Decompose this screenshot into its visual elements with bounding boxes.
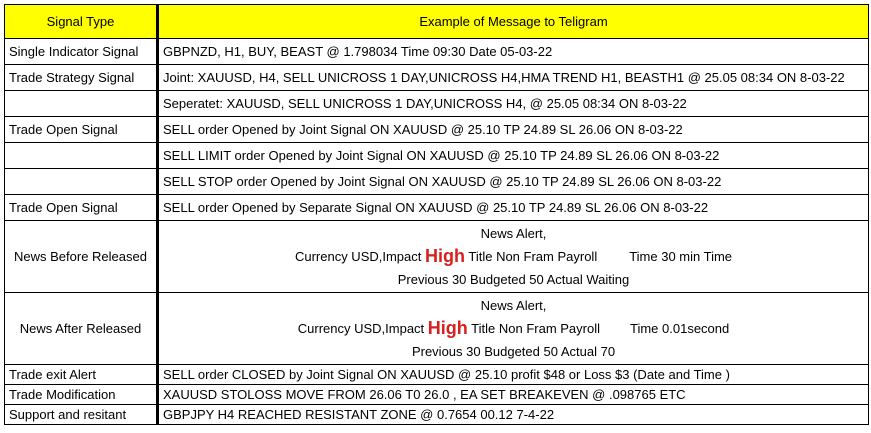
message-cell: XAUUSD STOLOSS MOVE FROM 26.06 T0 26.0 ,… (157, 384, 869, 405)
impact-high-label: High (425, 246, 465, 266)
news-time-text: Time 30 min Time (629, 249, 733, 264)
news-detail-line: Currency USD,Impact High Title Non Fram … (163, 317, 864, 340)
news-time-text: Time 0.01second (630, 321, 730, 336)
table-row: Seperatet: XAUUSD, SELL UNICROSS 1 DAY,U… (4, 90, 869, 117)
signal-type-cell (4, 142, 159, 169)
header-row: Signal Type Example of Message to Teligr… (4, 4, 869, 39)
signal-table: Signal Type Example of Message to Teligr… (4, 4, 869, 425)
message-cell: SELL order Opened by Separate Signal ON … (157, 194, 869, 221)
news-alert-line: News Alert, (480, 298, 547, 313)
table-row: SELL STOP order Opened by Joint Signal O… (4, 168, 869, 195)
signal-type-cell: Trade Strategy Signal (4, 64, 159, 91)
news-title-text: Title Non Fram Payroll (467, 321, 600, 336)
news-after-row: News After Released News Alert, Currency… (4, 292, 869, 365)
table-row: Trade exit Alert SELL order CLOSED by Jo… (4, 364, 869, 385)
signal-type-cell: Single Indicator Signal (4, 38, 159, 65)
news-detail-line: Currency USD,Impact High Title Non Fram … (163, 245, 864, 268)
table-row: Trade Open Signal SELL order Opened by S… (4, 194, 869, 221)
news-after-message: News Alert, Currency USD,Impact High Tit… (157, 292, 869, 365)
impact-high-label: High (427, 318, 468, 338)
message-cell: GBPNZD, H1, BUY, BEAST @ 1.798034 Time 0… (157, 38, 869, 65)
table-row: Trade Strategy Signal Joint: XAUUSD, H4,… (4, 64, 869, 91)
signal-type-cell: News Before Released (4, 220, 159, 293)
message-cell: SELL LIMIT order Opened by Joint Signal … (157, 142, 869, 169)
table-row: Support and resitant GBPJPY H4 REACHED R… (4, 404, 869, 425)
table-row: Trade Open Signal SELL order Opened by J… (4, 116, 869, 143)
header-example-message: Example of Message to Teligram (157, 4, 869, 39)
news-currency-text: Currency USD,Impact (297, 321, 428, 336)
signal-type-cell (4, 90, 159, 117)
news-figures-line: Previous 30 Budgeted 50 Actual 70 (411, 344, 616, 359)
table-row: Single Indicator Signal GBPNZD, H1, BUY,… (4, 38, 869, 65)
news-alert-line: News Alert, (480, 226, 547, 241)
header-signal-type: Signal Type (4, 4, 159, 39)
news-currency-text: Currency USD,Impact (294, 249, 425, 264)
news-figures-line: Previous 30 Budgeted 50 Actual Waiting (397, 272, 630, 287)
message-cell: Joint: XAUUSD, H4, SELL UNICROSS 1 DAY,U… (157, 64, 869, 91)
signal-type-cell: Trade Open Signal (4, 194, 159, 221)
signal-type-cell: Trade exit Alert (4, 364, 159, 385)
news-before-message: News Alert, Currency USD,Impact High Tit… (157, 220, 869, 293)
message-cell: Seperatet: XAUUSD, SELL UNICROSS 1 DAY,U… (157, 90, 869, 117)
message-cell: SELL order CLOSED by Joint Signal ON XAU… (157, 364, 869, 385)
signal-type-cell: Trade Open Signal (4, 116, 159, 143)
news-before-row: News Before Released News Alert, Currenc… (4, 220, 869, 293)
signal-type-cell: News After Released (4, 292, 159, 365)
news-title-text: Title Non Fram Payroll (465, 249, 598, 264)
table-row: SELL LIMIT order Opened by Joint Signal … (4, 142, 869, 169)
message-cell: GBPJPY H4 REACHED RESISTANT ZONE @ 0.765… (157, 404, 869, 425)
signal-type-cell: Support and resitant (4, 404, 159, 425)
signal-type-cell: Trade Modification (4, 384, 159, 405)
table-row: Trade Modification XAUUSD STOLOSS MOVE F… (4, 384, 869, 405)
signal-type-cell (4, 168, 159, 195)
message-cell: SELL order Opened by Joint Signal ON XAU… (157, 116, 869, 143)
message-cell: SELL STOP order Opened by Joint Signal O… (157, 168, 869, 195)
